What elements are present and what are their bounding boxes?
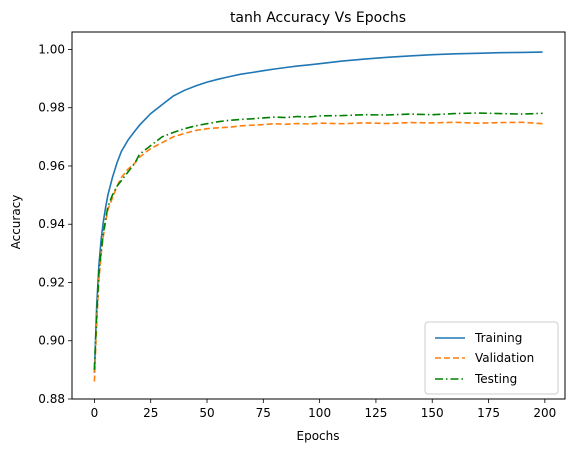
x-tick-label: 150	[421, 406, 444, 420]
y-axis-label: Accuracy	[9, 195, 23, 250]
legend-label-validation: Validation	[475, 351, 534, 365]
y-tick-label: 0.88	[38, 392, 65, 406]
x-tick-label: 75	[256, 406, 271, 420]
legend: Training Validation Testing	[424, 321, 559, 395]
x-tick-label: 125	[364, 406, 387, 420]
x-tick-label: 175	[477, 406, 500, 420]
legend-box	[424, 321, 559, 395]
y-tick-label: 0.98	[38, 101, 65, 115]
x-tick-label: 25	[143, 406, 158, 420]
y-tick-label: 1.00	[38, 42, 65, 56]
plot-frame	[71, 31, 566, 400]
legend-label-training: Training	[474, 331, 522, 345]
y-axis-ticks: 0.88 0.90 0.92 0.94 0.96 0.98 1.00	[38, 42, 72, 406]
x-tick-label: 200	[533, 406, 556, 420]
y-tick-label: 0.96	[38, 159, 65, 173]
y-tick-label: 0.92	[38, 275, 65, 289]
series-layer	[93, 51, 543, 382]
series-line-testing	[93, 112, 543, 370]
series-line-training	[93, 51, 543, 373]
x-tick-label: 0	[91, 406, 99, 420]
series-line-validation	[93, 121, 543, 382]
legend-label-testing: Testing	[474, 372, 517, 386]
y-tick-label: 0.90	[38, 334, 65, 348]
chart-title: tanh Accuracy Vs Epochs	[230, 10, 406, 26]
x-axis-label: Epochs	[297, 429, 340, 443]
x-tick-label: 50	[199, 406, 214, 420]
x-axis-ticks: 0 25 50 75 100 125 150 175 200	[91, 399, 556, 420]
x-tick-label: 100	[308, 406, 331, 420]
y-tick-label: 0.94	[38, 217, 65, 231]
